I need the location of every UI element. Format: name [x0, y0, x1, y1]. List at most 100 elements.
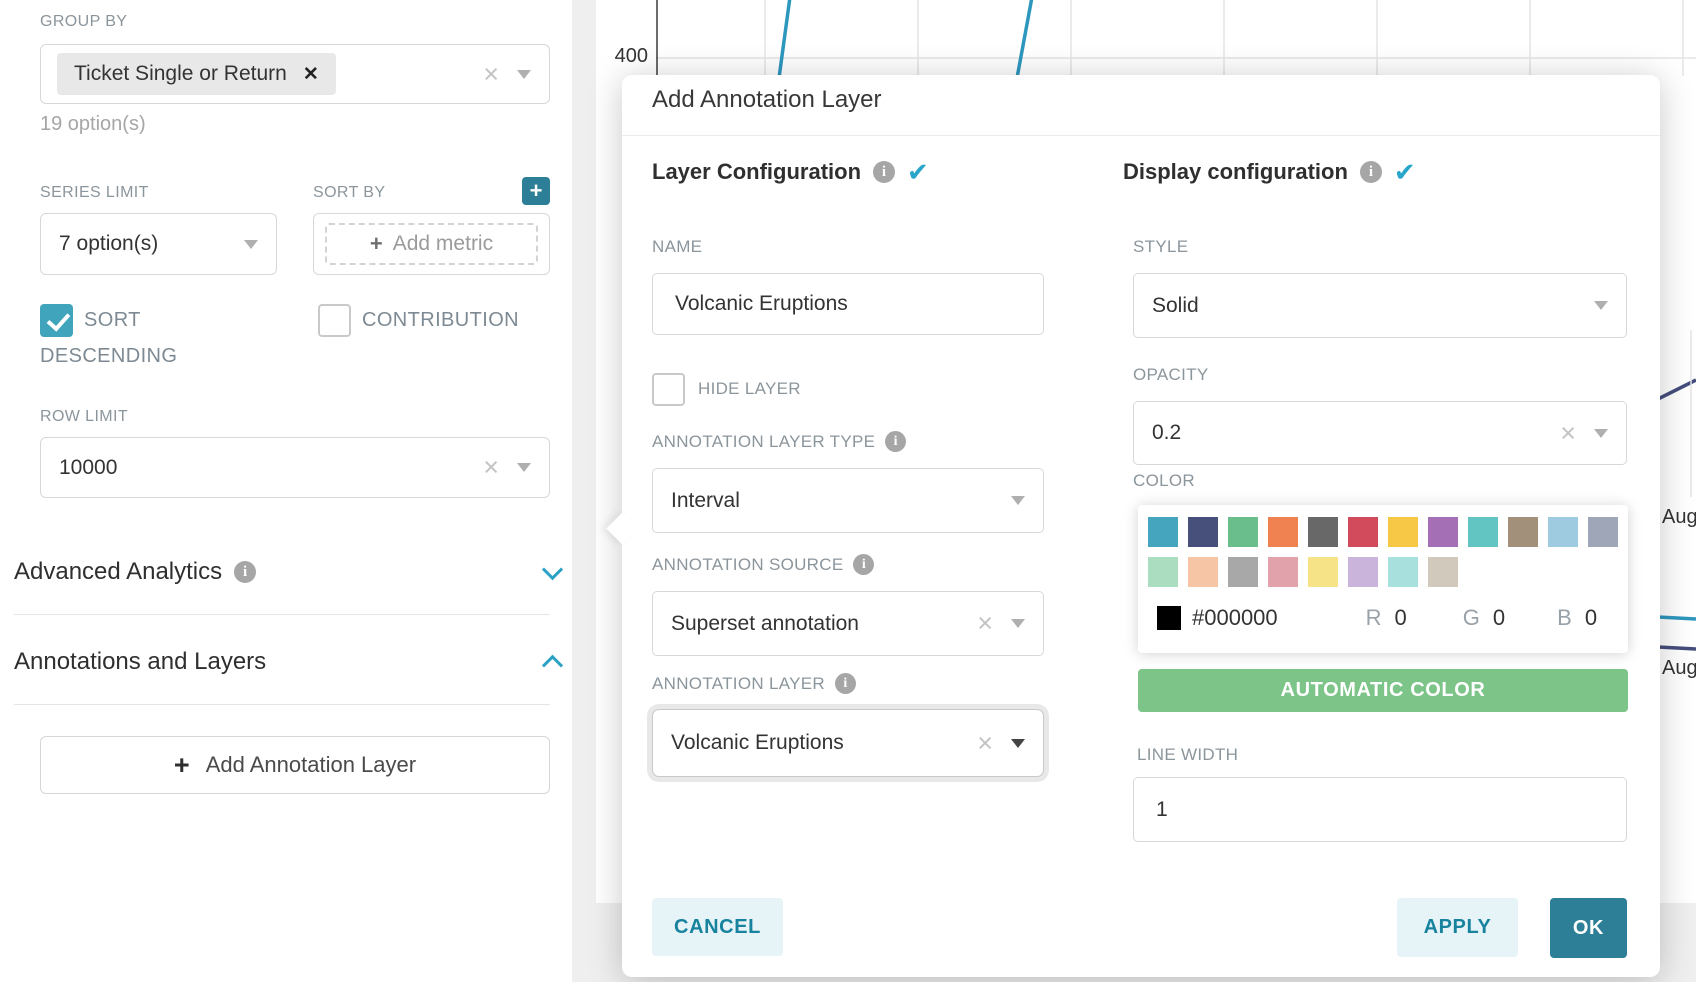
color-swatch[interactable]	[1268, 557, 1298, 587]
color-swatch[interactable]	[1548, 517, 1578, 547]
chevron-up-icon[interactable]	[541, 654, 564, 676]
row-limit-label: ROW LIMIT	[40, 408, 129, 425]
color-swatch[interactable]	[1508, 517, 1538, 547]
color-swatch[interactable]	[1268, 517, 1298, 547]
color-swatch[interactable]	[1148, 557, 1178, 587]
sort-by-label: SORT BY	[313, 184, 386, 201]
add-metric-plus-button[interactable]: +	[522, 177, 550, 205]
automatic-color-button[interactable]: AUTOMATIC COLOR	[1138, 669, 1628, 712]
color-swatch[interactable]	[1228, 517, 1258, 547]
color-swatch[interactable]	[1228, 557, 1258, 587]
color-label: COLOR	[1133, 471, 1195, 491]
annotation-source-select[interactable]: Superset annotation ×	[652, 591, 1044, 656]
color-swatch[interactable]	[1148, 517, 1178, 547]
caret-down-icon[interactable]	[1594, 428, 1608, 438]
b-value[interactable]: 0	[1584, 605, 1598, 630]
label-text: ANNOTATION SOURCE	[652, 554, 844, 574]
caret-down-icon[interactable]	[517, 463, 531, 472]
info-icon[interactable]: i	[1359, 161, 1382, 183]
info-icon[interactable]: i	[234, 561, 257, 583]
color-swatch[interactable]	[1188, 517, 1218, 547]
clear-icon[interactable]: ×	[483, 58, 499, 89]
current-color-swatch	[1157, 606, 1181, 630]
clear-icon[interactable]: ×	[977, 608, 993, 638]
group-by-select[interactable]: Ticket Single or Return ✕ ×	[40, 44, 550, 104]
layer-configuration-column: Layer Configuration i ✔ NAME Volcanic Er…	[652, 75, 1044, 977]
automatic-color-label: AUTOMATIC COLOR	[1280, 679, 1486, 701]
line-width-input[interactable]: 1	[1133, 777, 1627, 842]
r-value[interactable]: 0	[1394, 605, 1407, 630]
caret-down-icon	[1594, 301, 1608, 310]
color-swatch[interactable]	[1428, 557, 1458, 587]
caret-down-icon[interactable]	[517, 69, 531, 79]
caret-down-icon[interactable]	[1011, 738, 1025, 748]
title-divider	[622, 135, 1660, 136]
color-swatch[interactable]	[1588, 517, 1618, 547]
color-swatch[interactable]	[1348, 557, 1378, 587]
color-swatch[interactable]	[1308, 557, 1338, 587]
add-annotation-layer-button[interactable]: + Add Annotation Layer	[40, 736, 550, 794]
color-swatch[interactable]	[1428, 517, 1458, 547]
sort-descending-checkbox[interactable]	[40, 303, 73, 337]
info-icon[interactable]: i	[873, 161, 896, 183]
hide-layer-checkbox[interactable]	[652, 373, 685, 407]
series-limit-select[interactable]: 7 option(s)	[40, 213, 277, 275]
annotation-layer-select[interactable]: Volcanic Eruptions ×	[652, 709, 1044, 777]
section-divider	[14, 614, 550, 615]
caret-down-icon	[244, 239, 258, 249]
sort-by-control[interactable]: + Add metric	[313, 213, 550, 275]
section-divider	[14, 704, 550, 705]
advanced-analytics-title: Advanced Analytics	[14, 558, 223, 585]
y-axis-tick: 400	[614, 45, 648, 67]
annotations-layers-section[interactable]: Annotations and Layers	[14, 648, 564, 676]
ok-button[interactable]: OK	[1550, 898, 1627, 958]
caret-down-icon[interactable]	[1011, 619, 1025, 628]
apply-button[interactable]: APPLY	[1397, 898, 1518, 957]
swatch-row-1	[1148, 517, 1618, 547]
annotation-layer-type-select[interactable]: Interval	[652, 468, 1044, 533]
color-swatch[interactable]	[1308, 517, 1338, 547]
cancel-button[interactable]: CANCEL	[652, 898, 783, 956]
opacity-select[interactable]: 0.2 ×	[1133, 401, 1627, 465]
hide-layer-label: HIDE LAYER	[698, 379, 801, 398]
group-by-label: GROUP BY	[40, 13, 128, 30]
display-configuration-column: Display configuration i ✔ STYLE Solid OP…	[1123, 75, 1629, 977]
layer-configuration-heading: Layer Configuration i ✔	[652, 159, 929, 185]
row-limit-select[interactable]: 10000 ×	[40, 437, 550, 498]
g-value[interactable]: 0	[1492, 605, 1506, 630]
name-value: Volcanic Eruptions	[675, 292, 848, 315]
popover-title: Add Annotation Layer	[652, 86, 882, 113]
name-input[interactable]: Volcanic Eruptions	[652, 273, 1044, 335]
style-select[interactable]: Solid	[1133, 273, 1627, 338]
tag-close-icon[interactable]: ✕	[302, 63, 319, 85]
chevron-down-icon[interactable]	[541, 558, 564, 580]
layer-value: Volcanic Eruptions	[671, 731, 844, 754]
contribution-checkbox[interactable]	[318, 303, 351, 337]
opacity-label: OPACITY	[1133, 365, 1208, 385]
label-text: ANNOTATION LAYER	[652, 673, 825, 693]
type-value: Interval	[671, 488, 740, 512]
apply-label: APPLY	[1423, 916, 1492, 938]
color-swatch[interactable]	[1388, 517, 1418, 547]
clear-icon[interactable]: ×	[977, 727, 993, 758]
clear-icon[interactable]: ×	[483, 452, 499, 482]
hex-value[interactable]: #000000	[1192, 605, 1278, 630]
tag-label: Ticket Single or Return	[74, 62, 287, 85]
color-swatch[interactable]	[1468, 517, 1498, 547]
add-metric-dropzone[interactable]: + Add metric	[325, 223, 538, 265]
add-metric-placeholder: Add metric	[392, 232, 494, 255]
sort-descending-control[interactable]: SORT DESCENDING	[40, 302, 205, 374]
info-icon[interactable]: i	[834, 673, 856, 694]
info-icon[interactable]: i	[853, 554, 875, 575]
line-width-value: 1	[1156, 797, 1168, 821]
hide-layer-control[interactable]: HIDE LAYER	[652, 371, 1044, 407]
clear-icon[interactable]: ×	[1560, 417, 1576, 448]
group-by-tag[interactable]: Ticket Single or Return ✕	[57, 53, 336, 95]
info-icon[interactable]: i	[885, 431, 907, 452]
contribution-control[interactable]: CONTRIBUTION	[318, 302, 598, 338]
color-swatch[interactable]	[1348, 517, 1378, 547]
advanced-analytics-section[interactable]: Advanced Analytics i	[14, 558, 564, 586]
style-value: Solid	[1152, 293, 1199, 317]
color-swatch[interactable]	[1188, 557, 1218, 587]
color-swatch[interactable]	[1388, 557, 1418, 587]
